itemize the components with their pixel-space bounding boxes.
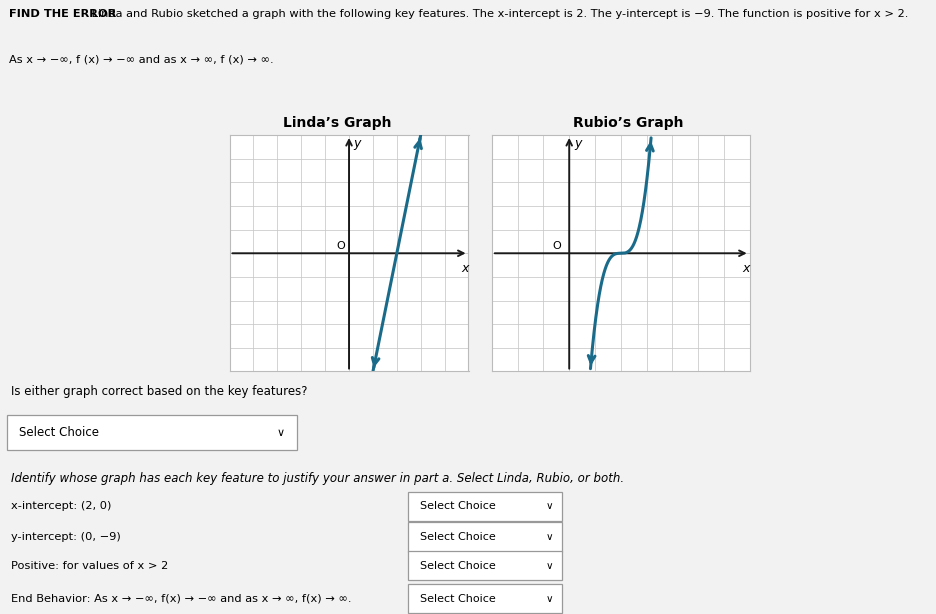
Text: Identify whose graph has each key feature to justify your answer in part a. Sele: Identify whose graph has each key featur…: [11, 472, 623, 485]
Text: FIND THE ERROR: FIND THE ERROR: [9, 9, 116, 19]
Text: y-intercept: (0, −9): y-intercept: (0, −9): [11, 532, 121, 542]
Text: Is either graph correct based on the key features?: Is either graph correct based on the key…: [11, 385, 307, 398]
Text: x-intercept: (2, 0): x-intercept: (2, 0): [11, 502, 111, 511]
FancyBboxPatch shape: [407, 584, 562, 613]
Text: ∨: ∨: [545, 502, 552, 511]
Text: y: y: [354, 138, 360, 150]
Text: Select Choice: Select Choice: [19, 426, 98, 439]
FancyBboxPatch shape: [407, 523, 562, 552]
Text: Linda and Rubio sketched a graph with the following key features. The x-intercep: Linda and Rubio sketched a graph with th…: [88, 9, 908, 19]
Text: x: x: [461, 262, 468, 274]
Text: O: O: [552, 241, 561, 251]
Text: x: x: [741, 262, 749, 274]
Text: Select Choice: Select Choice: [419, 502, 495, 511]
Text: Positive: for values of x > 2: Positive: for values of x > 2: [11, 561, 168, 570]
Text: ∨: ∨: [545, 594, 552, 604]
FancyBboxPatch shape: [407, 492, 562, 521]
FancyBboxPatch shape: [7, 416, 297, 449]
Text: ∨: ∨: [545, 561, 552, 570]
Text: Linda’s Graph: Linda’s Graph: [283, 116, 391, 130]
Text: ∨: ∨: [276, 427, 285, 438]
Text: As x → −∞, f (x) → −∞ and as x → ∞, f (x) → ∞.: As x → −∞, f (x) → −∞ and as x → ∞, f (x…: [9, 55, 273, 65]
Text: End Behavior: As x → −∞, f(x) → −∞ and as x → ∞, f(x) → ∞.: End Behavior: As x → −∞, f(x) → −∞ and a…: [11, 594, 351, 604]
Text: Select Choice: Select Choice: [419, 532, 495, 542]
Text: Rubio’s Graph: Rubio’s Graph: [572, 116, 682, 130]
Text: Select Choice: Select Choice: [419, 561, 495, 570]
FancyBboxPatch shape: [407, 551, 562, 580]
Text: ∨: ∨: [545, 532, 552, 542]
Text: Select Choice: Select Choice: [419, 594, 495, 604]
Text: y: y: [574, 138, 581, 150]
Text: O: O: [336, 241, 345, 251]
